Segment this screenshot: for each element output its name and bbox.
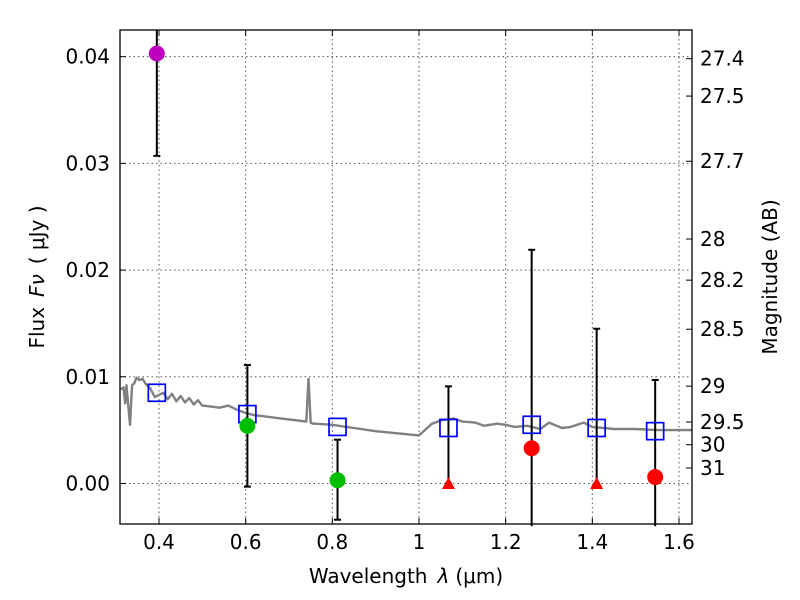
upper-limit-marker: [441, 476, 455, 489]
y-axis-label: FluxFν( μJy ): [25, 205, 49, 348]
x-tick-label: 0.8: [316, 530, 348, 554]
y-right-tick-label: 29.5: [700, 410, 745, 434]
observed-flux-marker: [523, 440, 540, 457]
y-right-tick-label: 28.5: [700, 317, 745, 341]
y-right-tick-label: 27.7: [700, 149, 745, 173]
observed-flux-marker: [148, 45, 165, 62]
y-right-tick-label: 27.5: [700, 84, 745, 108]
y-right-tick-label: 29: [700, 374, 725, 398]
observed-flux-marker: [329, 472, 346, 489]
x-tick-label: 0.4: [143, 530, 175, 554]
ticks: 0.4 0.6 0.8 1 1.2 1.4 1.6 0.00 0.01 0.02 0.03 0.04 2…: [65, 30, 745, 554]
y-right-tick-label: 28.2: [700, 268, 745, 292]
observed-flux-marker: [647, 469, 664, 486]
model-photometry-marker: [147, 383, 167, 403]
y-right-tick-label: 31: [700, 456, 725, 480]
observed-flux-marker: [239, 417, 256, 434]
y-tick-label: 0.01: [65, 365, 110, 389]
spectrum-layer: [120, 376, 692, 437]
grid: [120, 30, 692, 524]
y-tick-label: 0.04: [65, 45, 110, 69]
model-photometry-marker: [645, 421, 665, 441]
model-photometry-marker: [522, 415, 542, 435]
spectrum-line: [120, 376, 692, 437]
x-axis-label: Wavelength λ (μm): [309, 564, 503, 588]
model-photometry-marker: [587, 418, 607, 438]
upper-limit-marker: [590, 476, 604, 489]
x-tick-label: 1.4: [576, 530, 608, 554]
plot-frame: [119, 29, 693, 525]
model-photometry-marker: [439, 418, 458, 438]
y-tick-label: 0.02: [65, 258, 110, 282]
error-bars: [153, 30, 659, 527]
y-axis-right-label: Magnitude (AB): [758, 199, 782, 354]
x-tick-label: 1.2: [490, 530, 522, 554]
x-tick-label: 1: [413, 530, 426, 554]
y-tick-label: 0.03: [65, 151, 110, 175]
y-right-tick-label: 27.4: [700, 47, 745, 71]
y-right-tick-label: 30: [700, 433, 725, 457]
model-photometry-marker: [328, 417, 347, 437]
x-tick-label: 1.6: [663, 530, 695, 554]
y-right-tick-label: 28: [700, 227, 725, 251]
x-tick-label: 0.6: [230, 530, 262, 554]
y-tick-label: 0.00: [65, 471, 110, 495]
markers: [147, 45, 665, 489]
